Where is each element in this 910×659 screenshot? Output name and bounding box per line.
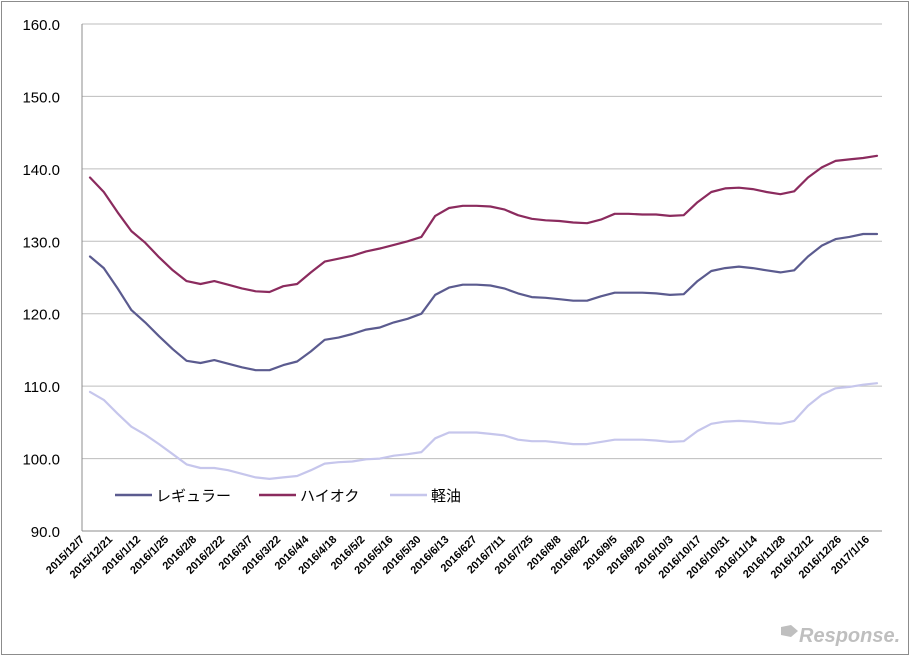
x-axis: 2015/12/72015/12/212016/1/122016/1/25201…	[44, 530, 882, 581]
logo-text: Response.	[799, 625, 900, 647]
y-tick-label: 150.0	[22, 89, 60, 106]
y-tick-label: 100.0	[22, 452, 60, 469]
legend-label: ハイオク	[300, 488, 359, 505]
y-tick-label: 120.0	[22, 307, 60, 324]
y-tick-label: 160.0	[22, 17, 60, 34]
y-tick-label: 140.0	[22, 162, 60, 179]
series-layer	[88, 154, 879, 480]
series-line-2	[88, 382, 879, 480]
series-line-0	[88, 232, 879, 372]
legend-label: 軽油	[431, 488, 461, 505]
y-tick-label: 90.0	[31, 524, 60, 541]
series-line-1	[88, 154, 879, 294]
legend: レギュラー ハイオク 軽油	[115, 488, 461, 505]
gridlines	[82, 23, 882, 532]
y-tick-label: 130.0	[22, 234, 60, 251]
y-tick-label: 110.0	[24, 379, 60, 396]
logo-swoosh-icon	[781, 625, 798, 637]
response-logo: Response.	[781, 625, 900, 647]
legend-label: レギュラー	[156, 488, 231, 505]
y-axis: 90.0 100.0 110.0 120.0 130.0 140.0 150.0 160.0	[22, 17, 83, 541]
